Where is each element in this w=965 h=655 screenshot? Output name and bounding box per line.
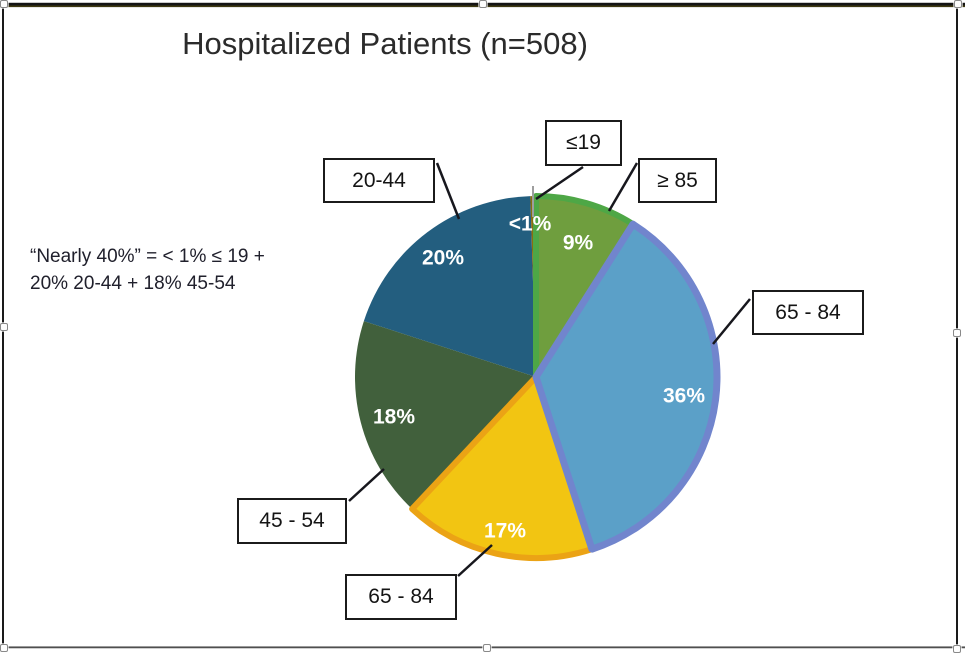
percent-label-5-20pct: 20%	[422, 247, 464, 270]
leader-line-3-65-84	[457, 544, 493, 577]
percent-label-1-9pct: 9%	[563, 232, 594, 255]
callout-0-≤19[interactable]: ≤19	[545, 120, 622, 166]
callout-5-20-44[interactable]: 20-44	[323, 158, 435, 203]
resize-handle-middle-left[interactable]	[0, 323, 8, 331]
callout-3-65-84[interactable]: 65 - 84	[345, 574, 457, 620]
percent-label-4-18pct: 18%	[373, 406, 415, 429]
callout-1-≥85[interactable]: ≥ 85	[638, 158, 717, 203]
callout-2-65-84[interactable]: 65 - 84	[752, 290, 864, 335]
leader-line-1-≥85	[607, 162, 639, 212]
pie-slice-4-45-54[interactable]	[355, 321, 536, 509]
percent-label-0-lt1pct: <1%	[509, 213, 552, 236]
pie-slice-3-65-84[interactable]	[409, 374, 595, 561]
leader-line-2-65-84	[712, 298, 751, 345]
leader-line-5-20-44	[435, 162, 461, 220]
resize-handle-bottom-right[interactable]	[953, 645, 961, 653]
annotation-note: “Nearly 40%” = < 1% ≤ 19 + 20% 20-44 + 1…	[30, 243, 265, 297]
frame-border-right	[956, 8, 958, 647]
resize-handle-bottom-left[interactable]	[0, 644, 8, 652]
chart-title: Hospitalized Patients (n=508)	[182, 26, 588, 61]
leader-line-0-≤19	[535, 165, 584, 201]
resize-handle-top-right[interactable]	[954, 0, 962, 8]
annotation-line-2: 20% 20-44 + 18% 45-54	[30, 273, 236, 294]
resize-handle-bottom-center[interactable]	[483, 644, 491, 652]
percent-label-2-36pct: 36%	[663, 385, 705, 408]
annotation-line-1: “Nearly 40%” = < 1% ≤ 19 +	[30, 246, 265, 267]
resize-handle-top-center[interactable]	[479, 0, 487, 8]
pie-slice-5-20-44[interactable]	[363, 196, 536, 377]
resize-handle-middle-right[interactable]	[953, 329, 961, 337]
pie-slice-2-65-84[interactable]	[532, 220, 721, 553]
leader-line-4-45-54	[348, 468, 385, 502]
callout-4-45-54[interactable]: 45 - 54	[237, 498, 347, 544]
resize-handle-top-left[interactable]	[0, 0, 8, 8]
percent-label-3-17pct: 17%	[484, 520, 526, 543]
frame-border-bottom	[0, 646, 965, 649]
